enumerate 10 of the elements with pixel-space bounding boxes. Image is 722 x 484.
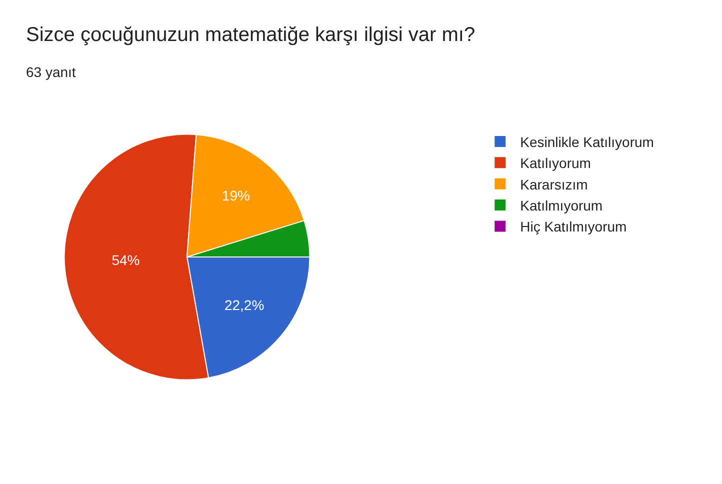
chart-subtitle: 63 yanıt — [26, 64, 76, 80]
legend-label: Katılmıyorum — [520, 198, 603, 214]
legend-label: Kararsızım — [520, 176, 588, 192]
legend-label: Hiç Katılmıyorum — [520, 218, 627, 235]
legend-label: Kesinlikle Katılıyorum — [520, 134, 654, 150]
data-label: 22,2% — [224, 297, 264, 314]
legend-label: Katılıyorum — [520, 155, 591, 172]
chart-title: Sizce çocuğunuzun matematiğe karşı ilgisi var mı? — [26, 24, 476, 46]
data-label: 19% — [222, 188, 250, 204]
data-label: 54% — [112, 252, 140, 268]
